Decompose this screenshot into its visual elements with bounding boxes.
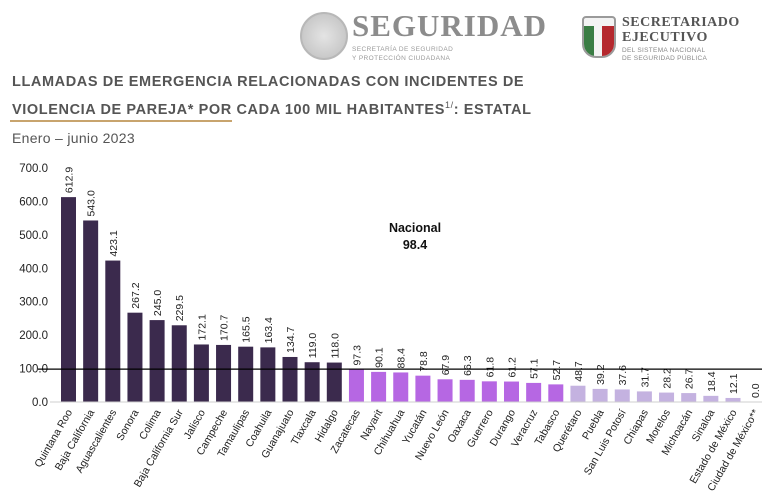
y-tick-label: 700.0 (19, 163, 48, 175)
bar (304, 362, 320, 402)
bar-chart: 0.0 100.0 200.0 300.0 400.0 500.0 600.0 700.0 61… (19, 163, 762, 491)
bar (415, 375, 431, 402)
value-label: 37.6 (617, 365, 629, 386)
value-label: 28.2 (662, 368, 674, 389)
secretariado-logo: SECRETARIADO EJECUTIVO DEL SISTEMA NACIO… (578, 12, 758, 62)
seguridad-logo: SEGURIDAD SECRETARÍA DE SEGURIDAD Y PROT… (300, 8, 560, 62)
value-label: 52.7 (551, 360, 563, 381)
bar (592, 388, 608, 402)
chart-title-line2-text: VIOLENCIA DE PAREJA* POR CADA 100 MIL HA… (12, 101, 445, 118)
value-label: 0.0 (750, 383, 762, 398)
y-tick-label: 300.0 (19, 297, 48, 309)
y-tick-label: 0.0 (32, 397, 48, 409)
value-label: 423.1 (108, 230, 120, 256)
value-label: 31.7 (639, 367, 651, 388)
bar (681, 393, 697, 402)
bar (548, 384, 564, 402)
value-label: 39.2 (595, 364, 607, 385)
shield-icon (582, 16, 616, 58)
bar (326, 362, 342, 402)
bar (371, 371, 387, 402)
y-tick-label: 200.0 (19, 330, 48, 342)
value-label: 134.7 (285, 327, 297, 353)
value-label: 172.1 (196, 314, 208, 340)
seguridad-subtitle-1: SECRETARÍA DE SEGURIDAD (352, 46, 454, 53)
bar (348, 369, 364, 402)
value-label: 543.0 (86, 190, 98, 216)
value-label: 61.2 (507, 357, 519, 378)
y-tick-label: 500.0 (19, 230, 48, 242)
y-tick-label: 400.0 (19, 263, 48, 275)
seguridad-wordmark: SEGURIDAD (352, 8, 548, 43)
bar (504, 381, 519, 402)
national-label: Nacional (388, 221, 442, 235)
bar (614, 389, 630, 402)
national-annotation: Nacional 98.4 (370, 220, 460, 254)
value-label: 88.4 (396, 348, 408, 369)
bar (526, 382, 542, 402)
title-underline (10, 120, 232, 122)
category-label: San Luis Potosí (582, 407, 629, 477)
bar (282, 356, 298, 402)
chart-subtitle: Enero – junio 2023 (12, 130, 135, 146)
bar (83, 220, 99, 402)
category-label: Sonora (114, 407, 141, 442)
value-label: 119.0 (307, 333, 319, 359)
value-label: 61.8 (484, 357, 496, 378)
bar (127, 312, 143, 402)
bar (481, 381, 497, 402)
seguridad-subtitle-2: Y PROTECCIÓN CIUDADANA (352, 55, 451, 62)
value-label: 118.0 (329, 333, 341, 359)
bar (149, 320, 165, 402)
secretariado-line2: EJECUTIVO (622, 30, 708, 45)
bar (61, 197, 76, 402)
value-label: 18.4 (706, 371, 718, 392)
bar (238, 346, 254, 402)
bar (437, 379, 453, 402)
chart-title-suffix: : ESTATAL (453, 101, 532, 118)
value-label: 12.1 (728, 373, 740, 394)
secretariado-line1: SECRETARIADO (622, 15, 740, 30)
national-value: 98.4 (402, 238, 428, 252)
value-label: 78.8 (418, 351, 430, 372)
bar (105, 260, 121, 402)
bar (171, 325, 187, 402)
value-label: 26.7 (684, 368, 696, 389)
bar (393, 372, 409, 402)
chart-title-line1: LLAMADAS DE EMERGENCIA RELACIONADAS CON … (12, 74, 525, 90)
value-label: 267.2 (130, 282, 142, 308)
national-seal-icon (300, 12, 348, 60)
secretariado-subtitle-1: DEL SISTEMA NACIONAL (622, 47, 706, 54)
value-label: 48.7 (573, 361, 585, 382)
bar (659, 392, 675, 402)
value-label: 66.3 (462, 355, 474, 376)
value-label: 170.7 (219, 315, 231, 341)
chart-title-superscript: 1/ (444, 100, 454, 110)
chart-title-line2: VIOLENCIA DE PAREJA* POR CADA 100 MIL HA… (12, 100, 532, 118)
bar (459, 379, 475, 402)
header: SEGURIDAD SECRETARÍA DE SEGURIDAD Y PROT… (0, 0, 768, 70)
value-label: 612.9 (64, 167, 76, 193)
value-label: 245.0 (152, 290, 164, 316)
value-label: 163.4 (263, 317, 275, 343)
value-label: 90.1 (374, 347, 386, 368)
value-label: 67.9 (440, 355, 452, 376)
value-label: 165.5 (241, 316, 253, 342)
bar (636, 391, 652, 402)
y-tick-label: 600.0 (19, 196, 48, 208)
secretariado-subtitle-2: DE SEGURIDAD PÚBLICA (622, 55, 708, 62)
bar (216, 344, 232, 402)
y-tick-label: 100.0 (19, 364, 48, 376)
value-label: 229.5 (174, 295, 186, 321)
bar (703, 395, 719, 402)
bar (725, 397, 741, 402)
bar (260, 347, 276, 402)
value-label: 97.3 (351, 345, 363, 366)
bar (570, 385, 586, 402)
bar (193, 344, 209, 402)
